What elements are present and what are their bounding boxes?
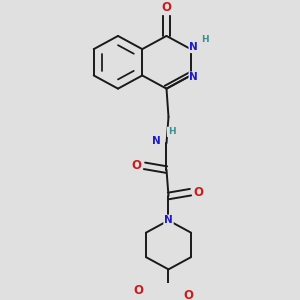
Text: N: N (164, 215, 173, 225)
Text: N: N (189, 42, 198, 52)
Text: O: O (131, 159, 142, 172)
Text: O: O (194, 186, 203, 199)
Text: N: N (189, 72, 198, 82)
Text: O: O (134, 284, 143, 297)
Text: H: H (168, 128, 175, 136)
Text: H: H (201, 35, 208, 44)
Text: N: N (152, 136, 161, 146)
Text: O: O (161, 1, 172, 14)
Text: O: O (184, 289, 194, 300)
